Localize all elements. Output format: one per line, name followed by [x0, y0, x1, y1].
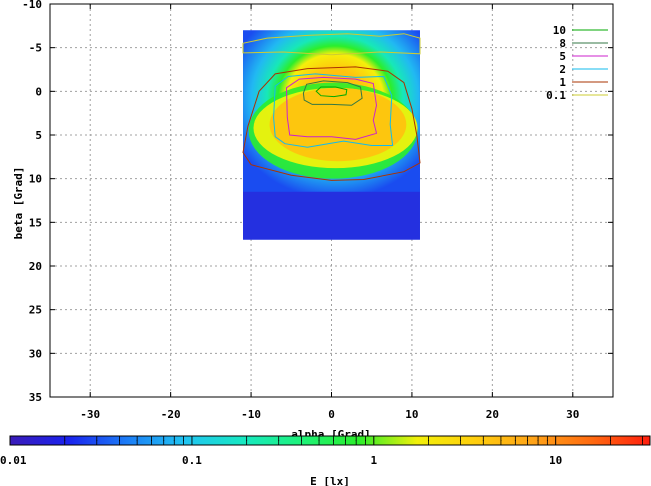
contour-10: [315, 86, 348, 98]
legend-label: 2: [559, 63, 566, 76]
colorbar-tick-label: 1: [370, 454, 377, 467]
legend-label: 1: [559, 76, 566, 89]
colorbar-tick-label: 0.01: [0, 454, 27, 467]
heatmap-lower-band: [243, 187, 420, 240]
colorbar-bar: [9, 435, 651, 446]
y-tick-label: 25: [29, 304, 42, 317]
y-tick-label: 15: [29, 216, 42, 229]
y-tick-label: 10: [29, 173, 42, 186]
contour-0.1: [242, 33, 421, 56]
x-tick-label: 20: [486, 408, 499, 421]
y-tick-label: 30: [29, 347, 42, 360]
colorbar-title: E [lx]: [310, 475, 350, 486]
y-tick-label: 20: [29, 260, 42, 273]
heatmap: [243, 30, 420, 240]
colorbar: 0.01 0.1 1 10: [0, 435, 651, 467]
contour-1: [242, 66, 421, 181]
x-tick-label: 0: [328, 408, 335, 421]
y-tick-label: -5: [29, 42, 42, 55]
x-tick-label: -10: [241, 408, 261, 421]
x-tick-label: -30: [80, 408, 100, 421]
y-tick-label: 5: [35, 129, 42, 142]
contour-5: [285, 76, 378, 140]
contour-2: [273, 73, 394, 148]
contour-8: [302, 80, 363, 106]
legend-label: 5: [559, 50, 566, 63]
legend-label: 0.1: [546, 89, 566, 102]
y-axis-title: beta [Grad]: [12, 167, 25, 240]
legend-label: 8: [559, 37, 566, 50]
legend-label: 10: [553, 24, 566, 37]
contours: [242, 33, 421, 181]
y-tick-label: 35: [29, 391, 42, 404]
y-tick-label: -10: [22, 0, 42, 11]
x-tick-label: -20: [161, 408, 181, 421]
zone-orange: [269, 87, 407, 162]
x-axis: -30 -20 -10 0 10 20 30: [80, 4, 579, 421]
x-tick-label: 30: [566, 408, 579, 421]
colorbar-tick-label: 10: [549, 454, 562, 467]
colorbar-tick-label: 0.1: [182, 454, 202, 467]
y-tick-label: 0: [35, 85, 42, 98]
x-tick-label: 10: [405, 408, 418, 421]
